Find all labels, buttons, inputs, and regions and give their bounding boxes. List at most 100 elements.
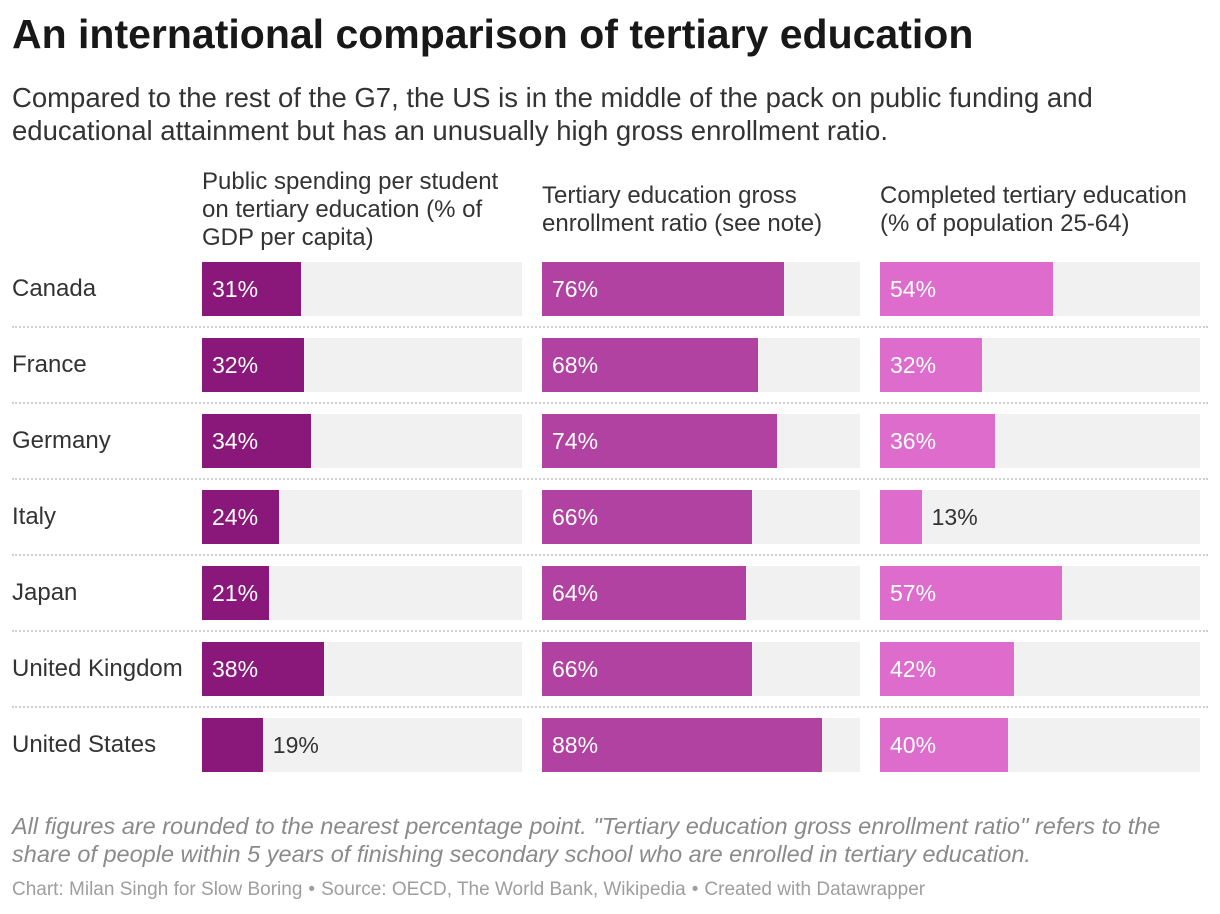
row-label: Canada: [12, 275, 97, 302]
bar: [202, 642, 324, 696]
bar-track: 38%: [202, 642, 522, 696]
bar-track: 32%: [880, 338, 1200, 392]
value-number: 76: [552, 276, 578, 302]
value-label: 32%: [890, 338, 936, 392]
bar: [542, 566, 746, 620]
chart-row: United Kingdom 38% 66% 42%: [0, 642, 1220, 696]
value-suffix: %: [915, 656, 937, 682]
value-suffix: %: [237, 352, 259, 378]
value-number: 74: [552, 428, 578, 454]
value-number: 31: [212, 276, 238, 302]
chart-footer: Chart: Milan Singh for Slow Boring • Sourc…: [12, 878, 1208, 902]
bar-track: 40%: [880, 718, 1200, 772]
value-label: 31%: [212, 262, 258, 316]
bar: [880, 566, 1063, 620]
value-number: 38: [212, 656, 238, 682]
value-label: 36%: [890, 414, 936, 468]
value-number: 19: [272, 732, 299, 758]
bar: [542, 490, 752, 544]
row-divider: [12, 630, 1208, 632]
row-divider: [12, 706, 1208, 708]
value-suffix: %: [577, 580, 599, 606]
bar-track: 21%: [202, 566, 522, 620]
bar-track: 74%: [542, 414, 860, 468]
bar-track: 19%: [202, 718, 522, 772]
value-suffix: %: [915, 428, 937, 454]
value-suffix: %: [577, 276, 599, 302]
value-suffix: %: [237, 428, 259, 454]
row-divider: [12, 554, 1208, 556]
value-suffix: %: [237, 656, 259, 682]
bar: [202, 262, 302, 316]
value-suffix: %: [298, 732, 319, 758]
chart-row: Germany 34% 74% 36%: [0, 414, 1220, 468]
value-label: 38%: [212, 642, 258, 696]
bar-track: 54%: [880, 262, 1200, 316]
datawrapper-credit-link[interactable]: Created with Datawrapper: [704, 879, 926, 900]
bar-track: 57%: [880, 566, 1200, 620]
series-header-label: Tertiary education gross enrollment rati…: [542, 182, 823, 237]
bar-track: 76%: [542, 262, 860, 316]
series-header-label: Completed tertiary education (% of popul…: [880, 182, 1187, 237]
row-divider: [12, 478, 1208, 480]
value-number: 32: [212, 352, 238, 378]
value-suffix: %: [237, 580, 259, 606]
value-label: 34%: [212, 414, 258, 468]
chart-row: France 32% 68% 32%: [0, 338, 1220, 392]
value-number: 40: [890, 732, 916, 758]
chart-title: An international comparison of tertiary …: [12, 11, 974, 57]
value-suffix: %: [577, 732, 599, 758]
chart-row: Japan 21% 64% 57%: [0, 566, 1220, 620]
bar: [542, 718, 822, 772]
bar: [880, 338, 983, 392]
value-number: 64: [552, 580, 578, 606]
bar: [880, 414, 996, 468]
row-divider: [12, 326, 1208, 328]
value-number: 66: [552, 656, 578, 682]
bar-track: 24%: [202, 490, 522, 544]
value-number: 32: [890, 352, 916, 378]
bar: [880, 262, 1053, 316]
bar-track: 88%: [542, 718, 860, 772]
footer-byline: Chart: Milan Singh for Slow Boring: [12, 879, 303, 900]
series-header-public-spending: Public spending per student on tertiary …: [202, 168, 522, 252]
value-label: 66%: [552, 490, 598, 544]
chart-row: Canada 31% 76% 54%: [0, 262, 1220, 316]
value-suffix: %: [915, 732, 937, 758]
value-number: 21: [212, 580, 238, 606]
value-label: 32%: [212, 338, 258, 392]
bar: [202, 490, 279, 544]
bar: [542, 262, 784, 316]
value-label: 40%: [890, 718, 936, 772]
value-label: 13%: [932, 490, 978, 544]
value-label: 66%: [552, 642, 598, 696]
bar: [880, 718, 1008, 772]
row-label: Japan: [12, 579, 78, 606]
value-suffix: %: [957, 504, 978, 530]
value-label: 64%: [552, 566, 598, 620]
bar: [880, 490, 922, 544]
footer-source: Source: OECD, The World Bank, Wikipedia: [321, 879, 686, 900]
bar-track: 31%: [202, 262, 522, 316]
chart-subtitle: Compared to the rest of the G7, the US i…: [12, 82, 1093, 146]
footer-separator: •: [308, 879, 316, 900]
value-label: 24%: [212, 490, 258, 544]
row-label: Italy: [12, 503, 57, 530]
row-label: United States: [12, 731, 157, 758]
value-label: 57%: [890, 566, 936, 620]
bar: [880, 642, 1015, 696]
value-suffix: %: [237, 276, 259, 302]
bar: [202, 338, 305, 392]
value-number: 13: [931, 504, 958, 530]
bar: [202, 566, 270, 620]
bar-track: 68%: [542, 338, 860, 392]
value-suffix: %: [237, 504, 259, 530]
chart-row: Italy 24% 66% 13%: [0, 490, 1220, 544]
row-divider: [12, 402, 1208, 404]
bar: [542, 414, 778, 468]
value-suffix: %: [915, 276, 937, 302]
value-label: 76%: [552, 262, 598, 316]
bar-track: 66%: [542, 642, 860, 696]
value-label: 21%: [212, 566, 258, 620]
